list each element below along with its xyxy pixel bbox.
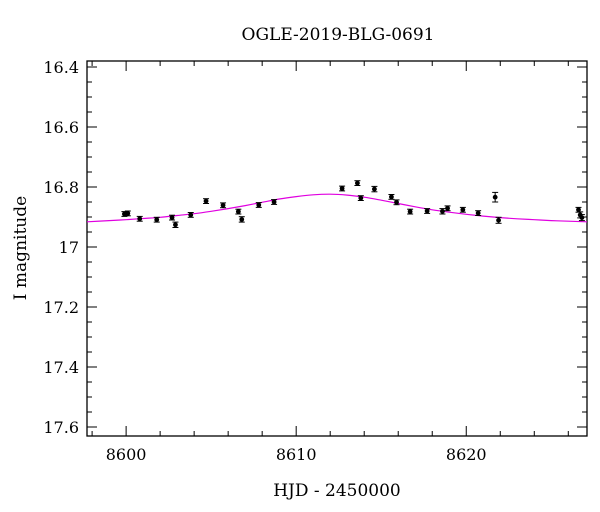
- data-point: [579, 215, 585, 221]
- model-curve: [86, 193, 588, 223]
- data-point: [440, 208, 445, 214]
- data-point: [372, 186, 377, 192]
- data-point: [496, 217, 501, 223]
- y-tick-label: 17.2: [43, 298, 79, 317]
- y-tick-label: 17.4: [43, 358, 79, 377]
- data-point: [394, 199, 399, 205]
- data-point: [492, 194, 498, 200]
- y-axis-label: I magnitude: [11, 196, 31, 300]
- data-point: [256, 202, 262, 208]
- data-point: [169, 215, 175, 221]
- data-point: [271, 199, 277, 205]
- x-axis-label: HJD - 2450000: [273, 481, 401, 501]
- data-point: [407, 209, 413, 215]
- data-point: [460, 207, 466, 213]
- axis-ticks: [87, 61, 587, 436]
- x-tick-label: 8620: [446, 445, 487, 464]
- data-point: [355, 180, 360, 186]
- data-points-group: [121, 180, 585, 228]
- y-tick-label: 16.6: [43, 118, 79, 137]
- data-point: [239, 217, 245, 222]
- data-point: [235, 209, 241, 215]
- data-point: [475, 210, 481, 216]
- chart-title: OGLE-2019-BLG-0691: [242, 25, 435, 45]
- data-point: [137, 216, 143, 222]
- data-point: [125, 211, 131, 216]
- y-tick-label: 17: [59, 238, 79, 257]
- y-tick-label: 16.4: [43, 58, 79, 77]
- data-point: [188, 212, 194, 218]
- data-point: [339, 186, 345, 191]
- data-point: [220, 202, 226, 208]
- data-point: [389, 194, 394, 200]
- data-point: [445, 205, 450, 211]
- y-tick-label: 16.8: [43, 178, 79, 197]
- data-point: [173, 222, 178, 228]
- plot-frame: [86, 60, 588, 437]
- data-point: [154, 217, 160, 223]
- x-tick-label: 8610: [276, 445, 317, 464]
- x-tick-label: 8600: [106, 445, 147, 464]
- data-point: [358, 195, 364, 201]
- axis-tick-labels: 8600 8610 8620 16.4 16.6 16.8 17 17.2 17.4 17.6: [43, 58, 486, 464]
- data-point: [576, 207, 581, 213]
- model-curve-group: [86, 193, 588, 223]
- data-point: [203, 198, 209, 204]
- y-tick-label: 17.6: [43, 418, 79, 437]
- data-point: [424, 208, 430, 214]
